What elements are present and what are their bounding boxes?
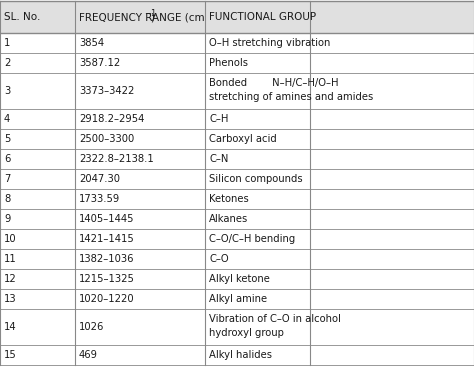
Text: −1: −1 (144, 8, 156, 18)
Text: 2918.2–2954: 2918.2–2954 (79, 114, 145, 124)
Text: 1: 1 (4, 38, 10, 48)
Text: Alkyl halides: Alkyl halides (209, 350, 272, 360)
Text: 2: 2 (4, 58, 10, 68)
Bar (0, 109, 474, 129)
Text: 3854: 3854 (79, 38, 104, 48)
Text: Bonded        N–H/C–H/O–H: Bonded N–H/C–H/O–H (209, 78, 338, 88)
Text: Carboxyl acid: Carboxyl acid (209, 134, 277, 144)
Bar (0, 129, 474, 149)
Text: 14: 14 (4, 322, 17, 332)
Text: 1026: 1026 (79, 322, 104, 332)
Text: 1405–1445: 1405–1445 (79, 214, 135, 224)
Bar (0, 1, 474, 33)
Text: C–O: C–O (209, 254, 228, 264)
Text: 1382–1036: 1382–1036 (79, 254, 135, 264)
Bar (0, 269, 474, 289)
Text: 3: 3 (4, 86, 10, 96)
Text: 1020–1220: 1020–1220 (79, 294, 135, 304)
Text: 3373–3422: 3373–3422 (79, 86, 134, 96)
Text: hydroxyl group: hydroxyl group (209, 329, 284, 339)
Text: 7: 7 (4, 174, 10, 184)
Text: 1421–1415: 1421–1415 (79, 234, 135, 244)
Text: ): ) (150, 12, 154, 22)
Text: Alkyl amine: Alkyl amine (209, 294, 267, 304)
Text: Phenols: Phenols (209, 58, 248, 68)
Text: Alkyl ketone: Alkyl ketone (209, 274, 270, 284)
Text: 3587.12: 3587.12 (79, 58, 120, 68)
Text: 6: 6 (4, 154, 10, 164)
Bar (0, 249, 474, 269)
Bar (0, 53, 474, 73)
Text: 2047.30: 2047.30 (79, 174, 120, 184)
Bar (0, 289, 474, 309)
Text: 1215–1325: 1215–1325 (79, 274, 135, 284)
Text: Alkanes: Alkanes (209, 214, 248, 224)
Bar (0, 309, 474, 345)
Bar (0, 73, 474, 109)
Text: 4: 4 (4, 114, 10, 124)
Text: C–O/C–H bending: C–O/C–H bending (209, 234, 295, 244)
Bar (0, 209, 474, 229)
Text: FUNCTIONAL GROUP: FUNCTIONAL GROUP (209, 12, 316, 22)
Text: 8: 8 (4, 194, 10, 204)
Text: Ketones: Ketones (209, 194, 249, 204)
Text: stretching of amines and amides: stretching of amines and amides (209, 92, 373, 102)
Bar (0, 169, 474, 189)
Text: 15: 15 (4, 350, 17, 360)
Text: 1733.59: 1733.59 (79, 194, 120, 204)
Text: Silicon compounds: Silicon compounds (209, 174, 302, 184)
Text: 13: 13 (4, 294, 17, 304)
Text: 12: 12 (4, 274, 17, 284)
Bar (0, 149, 474, 169)
Bar (0, 229, 474, 249)
Bar (0, 189, 474, 209)
Text: C–H: C–H (209, 114, 228, 124)
Text: SL. No.: SL. No. (4, 12, 40, 22)
Bar (0, 345, 474, 365)
Text: Vibration of C–O in alcohol: Vibration of C–O in alcohol (209, 314, 341, 324)
Text: 2500–3300: 2500–3300 (79, 134, 134, 144)
Text: 2322.8–2138.1: 2322.8–2138.1 (79, 154, 154, 164)
Text: 11: 11 (4, 254, 17, 264)
Text: 469: 469 (79, 350, 98, 360)
Bar (0, 33, 474, 53)
Text: FREQUENCY RANGE (cm: FREQUENCY RANGE (cm (79, 12, 205, 22)
Text: 5: 5 (4, 134, 10, 144)
Text: 9: 9 (4, 214, 10, 224)
Text: O–H stretching vibration: O–H stretching vibration (209, 38, 330, 48)
Text: C–N: C–N (209, 154, 228, 164)
Text: 10: 10 (4, 234, 17, 244)
